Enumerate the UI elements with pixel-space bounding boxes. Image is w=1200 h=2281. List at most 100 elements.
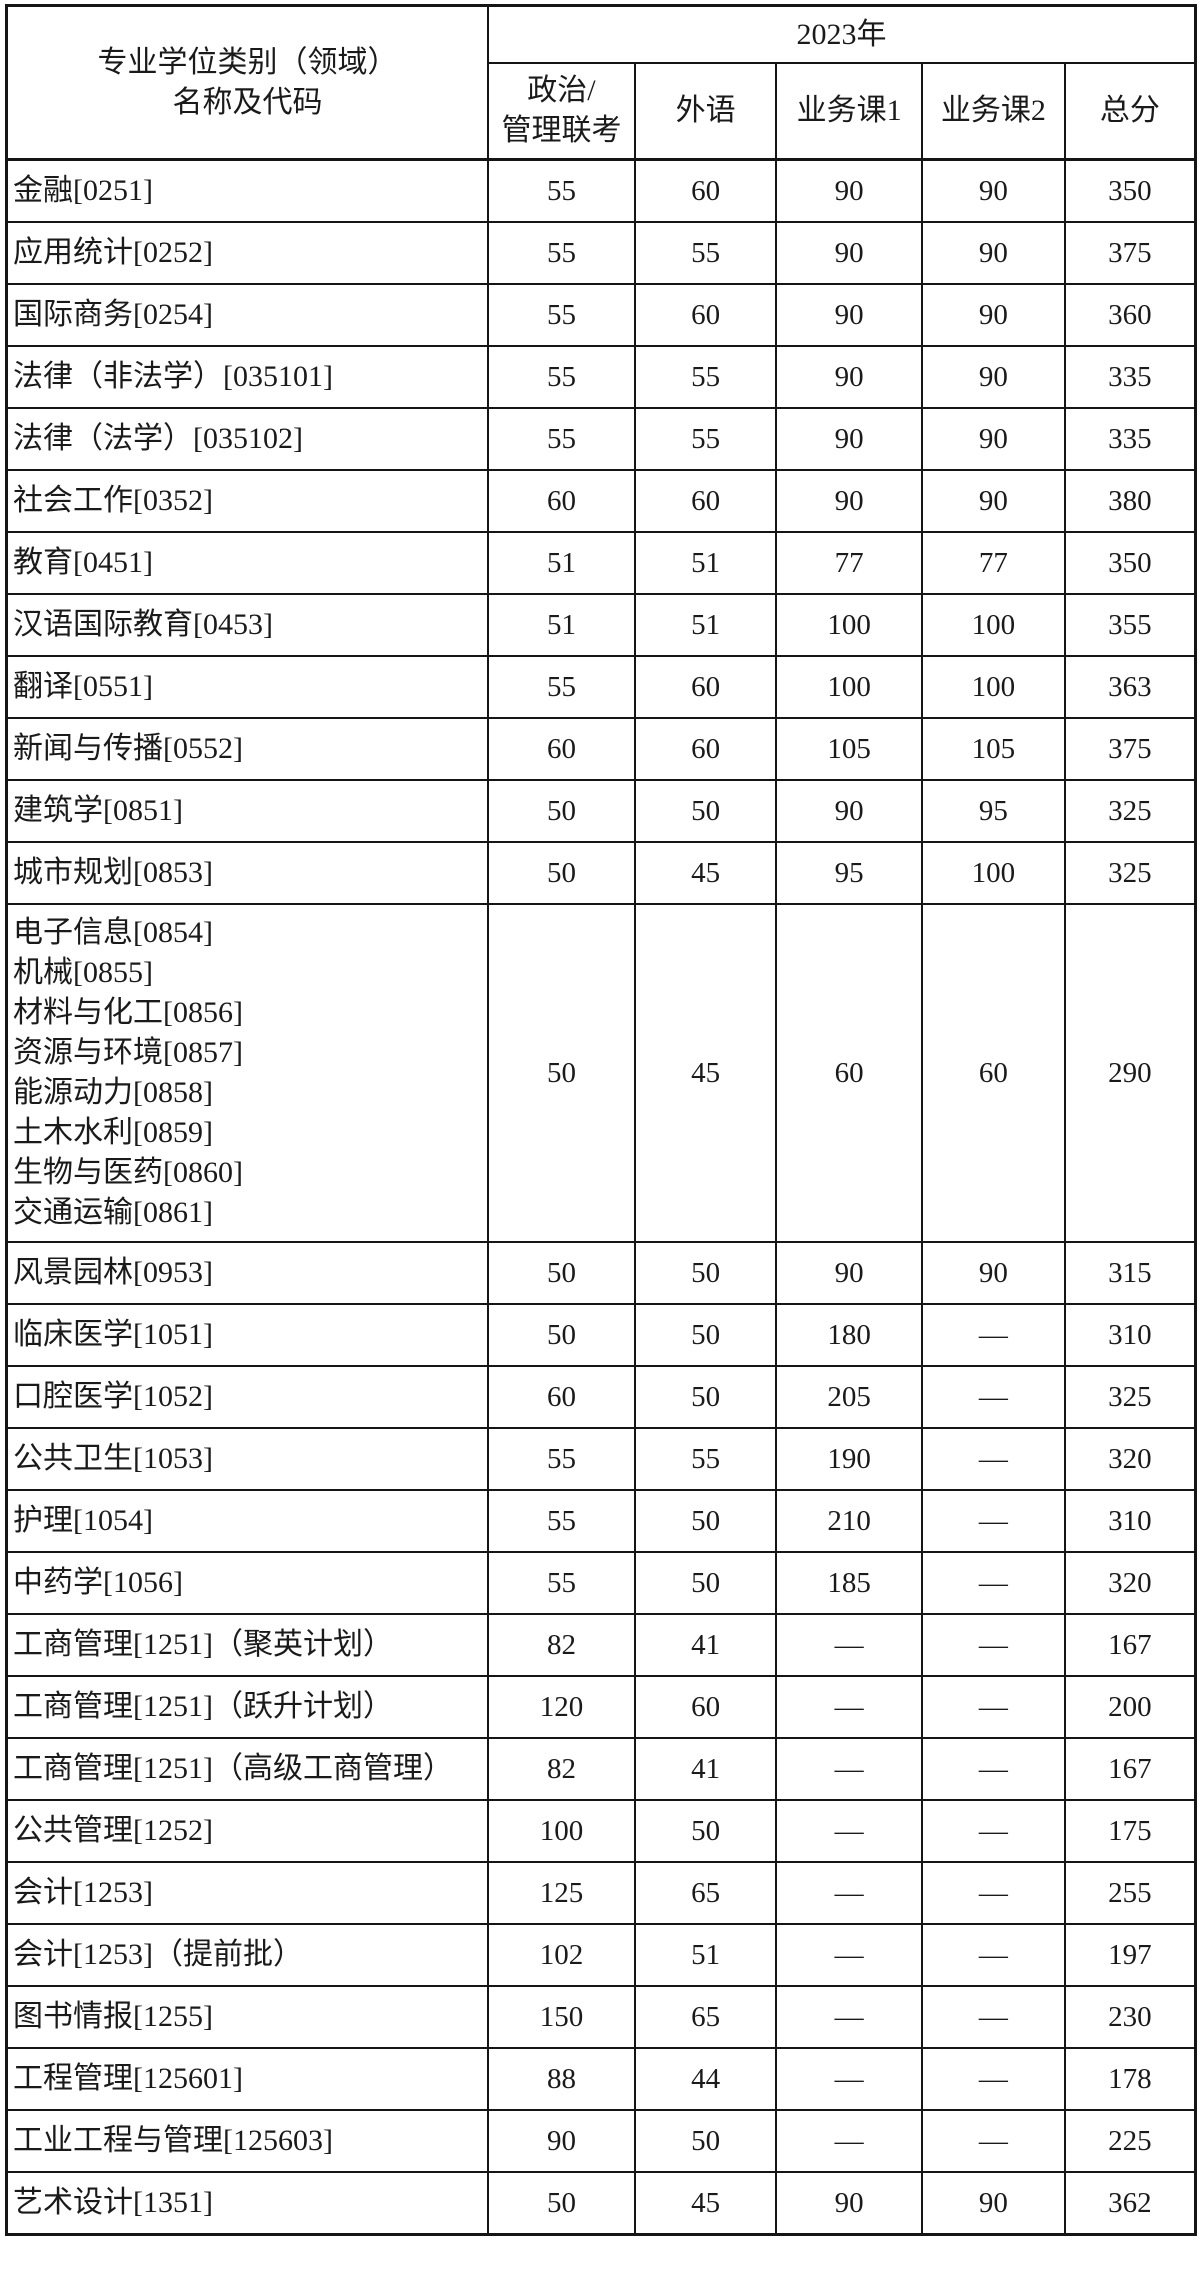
- major-header-line1: 专业学位类别（领域）: [97, 45, 398, 79]
- score-cell: 167: [1063, 1613, 1197, 1677]
- score-cell: 105: [775, 717, 923, 781]
- table-row: 翻译[0551] 55 60 100 100 363: [5, 655, 1197, 719]
- table-row: 电子信息[0854] 机械[0855] 材料与化工[0856] 资源与环境[0857]…: [5, 903, 1197, 1243]
- score-cell: 51: [487, 531, 636, 595]
- major-name-cell: 汉语国际教育[0453]: [5, 593, 490, 657]
- score-cell: —: [775, 1613, 923, 1677]
- score-cell: 375: [1063, 717, 1197, 781]
- score-cell: —: [775, 2047, 923, 2111]
- score-cell: 50: [487, 841, 636, 905]
- score-cell: 350: [1063, 531, 1197, 595]
- score-cell: —: [775, 1923, 923, 1987]
- score-cell: —: [921, 1365, 1066, 1429]
- major-name-cell: 工商管理[1251]（跃升计划）: [5, 1675, 490, 1739]
- score-cell: 50: [633, 779, 778, 843]
- score-cell: 90: [775, 345, 923, 409]
- major-name-cell: 应用统计[0252]: [5, 221, 490, 285]
- subject-column-header: 总分: [1063, 62, 1197, 161]
- score-cell: 50: [487, 1303, 636, 1367]
- score-cell: 60: [633, 717, 778, 781]
- major-name-cell: 城市规划[0853]: [5, 841, 490, 905]
- score-cell: 350: [1063, 158, 1197, 223]
- major-name-cell: 风景园林[0953]: [5, 1241, 490, 1305]
- score-cell: 90: [921, 2171, 1066, 2236]
- major-name-cell: 公共管理[1252]: [5, 1799, 490, 1863]
- header-row-year: 专业学位类别（领域） 名称及代码 2023年: [5, 4, 1197, 161]
- score-cell: 41: [633, 1737, 778, 1801]
- score-cell: 178: [1063, 2047, 1197, 2111]
- score-cell: 90: [921, 283, 1066, 347]
- score-cell: —: [921, 2109, 1066, 2173]
- score-cell: 55: [633, 407, 778, 471]
- score-cell: —: [921, 1799, 1066, 1863]
- score-cell: 60: [633, 283, 778, 347]
- score-cell: 197: [1063, 1923, 1197, 1987]
- subject-column-header: 业务课2: [921, 62, 1066, 161]
- score-cell: —: [921, 1303, 1066, 1367]
- score-cell: 50: [633, 1303, 778, 1367]
- score-cell: 45: [633, 903, 778, 1243]
- score-cell: 55: [487, 345, 636, 409]
- table-header: 专业学位类别（领域） 名称及代码 2023年 政治/管理联考 外语 业务课1 业务课2…: [5, 4, 1197, 161]
- score-cell: 320: [1063, 1427, 1197, 1491]
- score-cell: 65: [633, 1985, 778, 2049]
- score-cell: 355: [1063, 593, 1197, 657]
- score-cell: 60: [921, 903, 1066, 1243]
- score-cell: —: [921, 2047, 1066, 2111]
- table-body: 金融[0251] 55 60 90 90 350 应用统计[0252] 55 55 90 90 375…: [5, 158, 1197, 2236]
- major-name-cell: 新闻与传播[0552]: [5, 717, 490, 781]
- score-cell: 41: [633, 1613, 778, 1677]
- table-row: 法律（非法学）[035101] 55 55 90 90 335: [5, 345, 1197, 409]
- major-name-cell: 教育[0451]: [5, 531, 490, 595]
- major-name-cell: 临床医学[1051]: [5, 1303, 490, 1367]
- table-row: 中药学[1056] 55 50 185—320: [5, 1551, 1197, 1615]
- major-name-cell: 社会工作[0352]: [5, 469, 490, 533]
- subject-column-header: 外语: [633, 62, 778, 161]
- score-cell: 55: [633, 345, 778, 409]
- table-row: 金融[0251] 55 60 90 90 350: [5, 158, 1197, 223]
- score-cell: 90: [775, 221, 923, 285]
- score-cell: 50: [633, 1799, 778, 1863]
- major-name-cell: 中药学[1056]: [5, 1551, 490, 1615]
- score-cell: 50: [633, 1365, 778, 1429]
- score-cell: 90: [921, 345, 1066, 409]
- major-name-cell: 国际商务[0254]: [5, 283, 490, 347]
- score-cell: 90: [775, 2171, 923, 2236]
- score-cell: 45: [633, 841, 778, 905]
- score-cell: 335: [1063, 345, 1197, 409]
- score-cell: 325: [1063, 1365, 1197, 1429]
- score-cell: —: [921, 1985, 1066, 2049]
- score-cell: 90: [921, 158, 1066, 223]
- table-row: 公共管理[1252] 100 50— —175: [5, 1799, 1197, 1863]
- major-name-cell: 法律（非法学）[035101]: [5, 345, 490, 409]
- score-cell: 55: [633, 1427, 778, 1491]
- score-cell: 50: [487, 779, 636, 843]
- major-header-line2: 名称及代码: [172, 85, 323, 119]
- score-cell: 120: [487, 1675, 636, 1739]
- score-cell: 325: [1063, 841, 1197, 905]
- score-cell: 100: [921, 593, 1066, 657]
- score-cell: 55: [487, 1551, 636, 1615]
- score-cell: 102: [487, 1923, 636, 1987]
- score-cell: —: [921, 1489, 1066, 1553]
- table-row: 工商管理[1251]（跃升计划） 120 60— —200: [5, 1675, 1197, 1739]
- major-name-cell: 工业工程与管理[125603]: [5, 2109, 490, 2173]
- score-cell: 362: [1063, 2171, 1197, 2236]
- score-cell: 210: [775, 1489, 923, 1553]
- score-cell: 51: [487, 593, 636, 657]
- score-cell: —: [775, 1861, 923, 1925]
- score-cell: 50: [633, 1551, 778, 1615]
- score-cell: 50: [487, 1241, 636, 1305]
- score-cell: —: [921, 1613, 1066, 1677]
- score-cell: —: [921, 1551, 1066, 1615]
- major-name-cell: 翻译[0551]: [5, 655, 490, 719]
- score-cell: 100: [487, 1799, 636, 1863]
- table-row: 工程管理[125601] 88 44— —178: [5, 2047, 1197, 2111]
- table-row: 建筑学[0851] 50 50 90 95 325: [5, 779, 1197, 843]
- score-cell: 55: [633, 221, 778, 285]
- score-cell: 363: [1063, 655, 1197, 719]
- score-cell: 90: [921, 407, 1066, 471]
- score-cell: 60: [487, 717, 636, 781]
- score-cell: 205: [775, 1365, 923, 1429]
- score-cell: —: [921, 1861, 1066, 1925]
